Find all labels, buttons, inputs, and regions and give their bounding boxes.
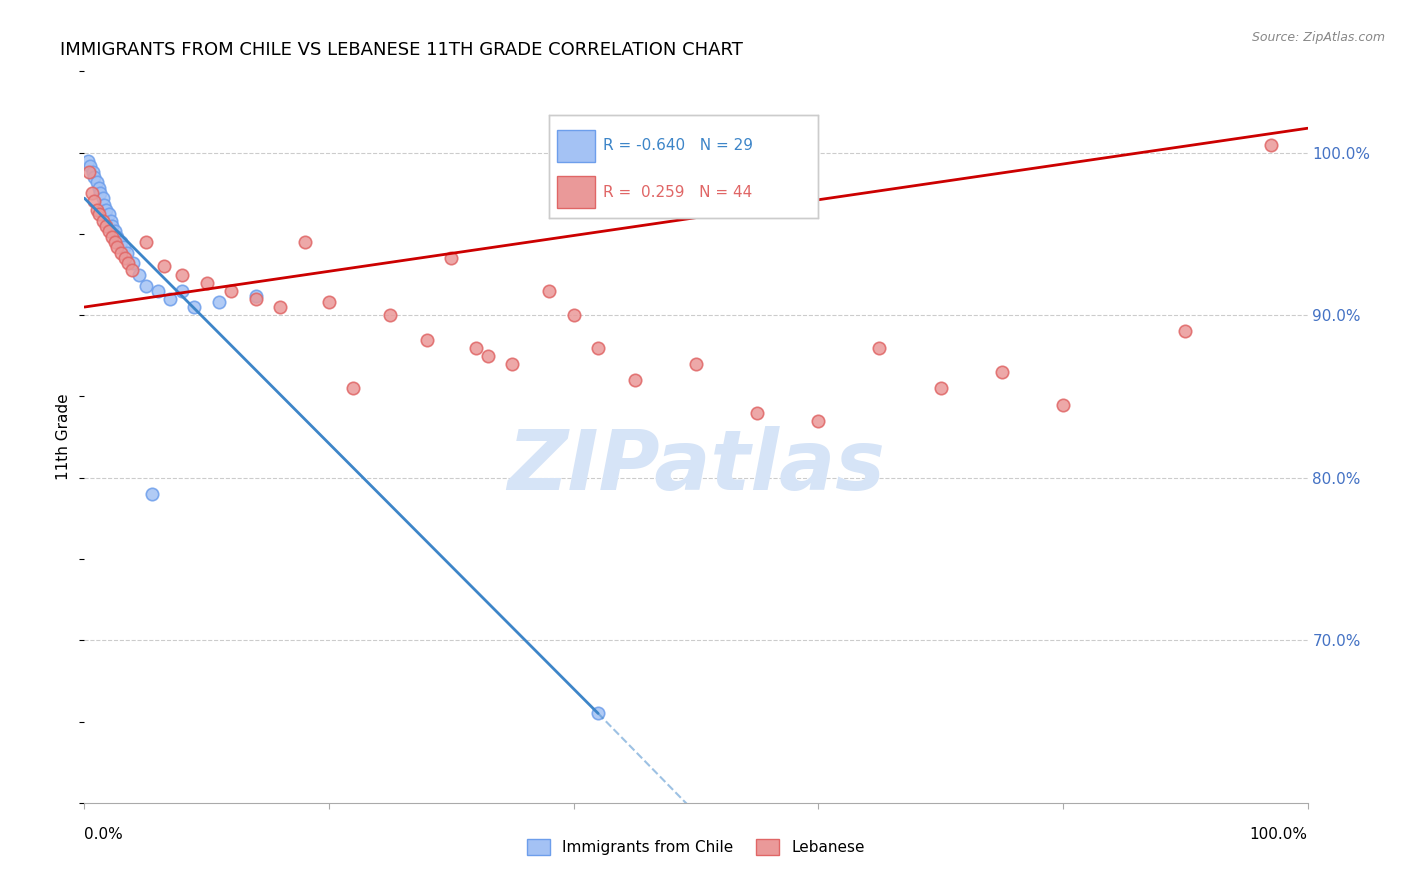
- Point: [91, 214, 114, 228]
- Point: [1260, 137, 1282, 152]
- Point: [128, 268, 150, 282]
- Point: [380, 308, 402, 322]
- Point: [77, 165, 100, 179]
- Point: [440, 252, 463, 266]
- Point: [685, 357, 707, 371]
- Point: [83, 194, 105, 209]
- Point: [114, 252, 136, 266]
- Point: [96, 219, 118, 233]
- Point: [869, 341, 891, 355]
- Point: [624, 373, 647, 387]
- Point: [562, 308, 585, 322]
- Point: [172, 284, 194, 298]
- Text: 100.0%: 100.0%: [1250, 827, 1308, 842]
- Point: [87, 207, 110, 221]
- Point: [807, 414, 830, 428]
- Point: [135, 235, 157, 249]
- Point: [747, 406, 769, 420]
- Point: [122, 256, 145, 270]
- Point: [86, 175, 108, 189]
- Point: [93, 197, 115, 211]
- Point: [82, 165, 104, 179]
- Point: [79, 159, 101, 173]
- Y-axis label: 11th Grade: 11th Grade: [56, 393, 72, 481]
- Point: [86, 202, 108, 217]
- Text: 0.0%: 0.0%: [84, 827, 124, 842]
- Point: [141, 487, 163, 501]
- Point: [97, 207, 120, 221]
- Point: [195, 276, 218, 290]
- Point: [159, 292, 181, 306]
- Point: [1052, 398, 1074, 412]
- Point: [991, 365, 1014, 379]
- Point: [245, 288, 267, 302]
- Point: [153, 260, 176, 274]
- Point: [89, 186, 111, 201]
- Point: [80, 186, 103, 201]
- Point: [110, 235, 132, 249]
- Point: [1174, 325, 1197, 339]
- Point: [83, 169, 105, 184]
- Point: [104, 235, 127, 249]
- Legend: Immigrants from Chile, Lebanese: Immigrants from Chile, Lebanese: [520, 833, 872, 861]
- Point: [342, 381, 364, 395]
- Point: [104, 224, 127, 238]
- Point: [183, 300, 205, 314]
- Point: [318, 295, 340, 310]
- Point: [97, 224, 120, 238]
- Point: [477, 349, 499, 363]
- Text: IMMIGRANTS FROM CHILE VS LEBANESE 11TH GRADE CORRELATION CHART: IMMIGRANTS FROM CHILE VS LEBANESE 11TH G…: [60, 41, 742, 59]
- Point: [219, 284, 242, 298]
- Point: [77, 153, 100, 168]
- Point: [115, 246, 138, 260]
- Point: [101, 230, 124, 244]
- Point: [208, 295, 231, 310]
- Text: Source: ZipAtlas.com: Source: ZipAtlas.com: [1251, 31, 1385, 45]
- Point: [245, 292, 267, 306]
- Point: [464, 341, 486, 355]
- Point: [586, 706, 609, 721]
- Point: [96, 202, 118, 217]
- Text: ZIPatlas: ZIPatlas: [508, 425, 884, 507]
- Point: [121, 262, 143, 277]
- Point: [416, 333, 439, 347]
- Point: [112, 240, 135, 254]
- Point: [105, 230, 128, 244]
- Point: [105, 240, 128, 254]
- Point: [117, 256, 139, 270]
- Point: [91, 191, 114, 205]
- Point: [135, 279, 157, 293]
- Point: [146, 284, 169, 298]
- Point: [586, 341, 609, 355]
- Point: [929, 381, 952, 395]
- Point: [502, 357, 524, 371]
- Point: [101, 219, 124, 233]
- Point: [172, 268, 194, 282]
- Point: [100, 214, 122, 228]
- Point: [538, 284, 561, 298]
- Point: [294, 235, 316, 249]
- Point: [110, 246, 132, 260]
- Point: [269, 300, 291, 314]
- Point: [87, 181, 110, 195]
